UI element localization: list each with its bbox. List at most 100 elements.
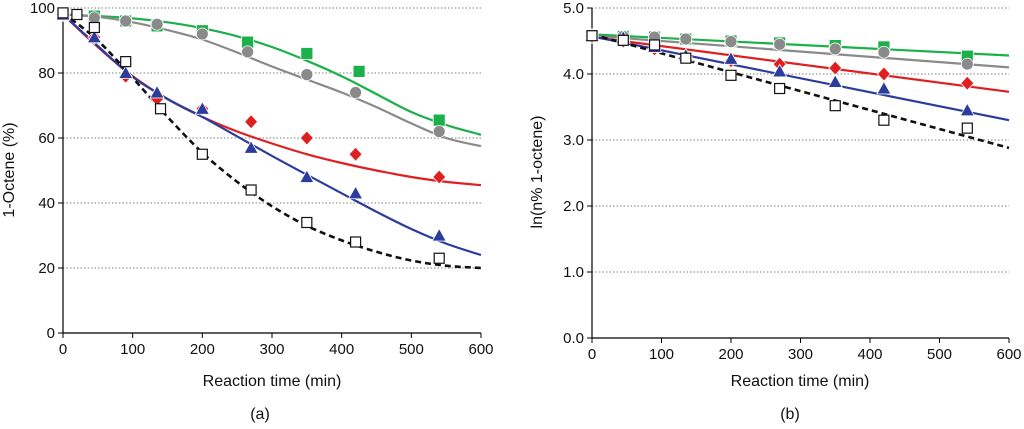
panel-a-data-point [300, 68, 314, 82]
panel-a-fit-lines [62, 11, 482, 270]
panel-a-data-point [432, 125, 446, 138]
panel-b-data-point [680, 52, 692, 64]
panel-a-x-tick-label: 300 [259, 341, 284, 358]
panel-a-x-tick-label: 400 [329, 341, 354, 358]
panel-b-data-point [959, 102, 975, 117]
panel-a-y-label: 1-Octene (%) [1, 122, 18, 217]
panel-a-y-tick-label: 60 [38, 130, 55, 147]
panel-b-data-point [774, 82, 786, 95]
panel-b-gridlines [592, 7, 1009, 273]
panel-a-x-tick-label: 0 [59, 341, 67, 358]
panel-a-data-point [86, 29, 103, 44]
panel-a-y-tick-label: 0 [47, 325, 55, 342]
panel-a-data-point [118, 65, 134, 79]
panel-b-x-label: Reaction time (min) [731, 373, 870, 390]
panel-a-x-tick-label: 500 [399, 341, 424, 358]
panel-a-data-point [433, 252, 445, 264]
panel-a-data-point [88, 21, 100, 34]
panel-b-data-point [828, 42, 842, 56]
panel-a-fit-line [62, 13, 482, 136]
panel-a-x-tick-label: 200 [190, 341, 215, 358]
panel-b-data-point [829, 100, 841, 112]
panel-a-data-point [352, 64, 366, 78]
panel-a-data-point [347, 185, 364, 200]
panel-b-x-tick-label: 100 [649, 346, 674, 363]
panel-a-fit-line [62, 11, 482, 270]
panel-b-ticks: 0.0 1.0 2.0 3.0 4.0 5.0 0 100 200 300 400 500 600 [563, 0, 1021, 363]
panel-a-data-point [241, 45, 255, 59]
panel-a-data-point [299, 130, 314, 146]
panel-a-data-point [71, 8, 83, 21]
panel-b-fit-line [591, 33, 1010, 150]
panel-a-data-point [245, 184, 257, 196]
panel-b-data-point [877, 45, 891, 59]
panel-b-data-point [960, 75, 975, 91]
panel-b-x-tick-label: 600 [996, 346, 1021, 363]
panel-a-data-point [120, 56, 132, 68]
panel-a-data-point [119, 14, 133, 28]
panel-b-x-tick-label: 0 [588, 346, 596, 363]
panel-a-data-point [300, 47, 314, 60]
panel-b-data-point [960, 57, 974, 71]
panel-b-y-tick-label: 0.0 [563, 330, 584, 347]
panel-b-data-point [827, 74, 843, 88]
panel-b-data-point [876, 80, 892, 95]
panel-a-data-point [350, 236, 362, 248]
panel-b: 0.0 1.0 2.0 3.0 4.0 5.0 0 100 200 300 400 500 600 Re… [529, 0, 1022, 423]
panel-a-data-point [432, 113, 446, 127]
panel-a-ticks: 0 20 40 60 80 100 0 100 200 300 400 500 600 [30, 0, 494, 358]
panel-a-fit-line [62, 13, 482, 257]
panel-b-fit-line [591, 35, 1010, 93]
panel-b-x-tick-label: 400 [857, 346, 882, 363]
panel-a-data-point [349, 86, 363, 99]
panel-b-data-point [773, 37, 787, 51]
panel-b-y-tick-label: 5.0 [563, 0, 584, 17]
panel-a-y-tick-label: 20 [38, 260, 55, 277]
panel-b-data-point [723, 51, 739, 65]
panel-a-x-tick-label: 100 [120, 341, 145, 358]
panel-a-data-point [299, 169, 315, 183]
panel-a-fit-line [62, 13, 482, 187]
panel-b-points [584, 27, 975, 134]
panel-a-y-tick-label: 80 [38, 65, 55, 82]
panel-b-fit-line [591, 34, 1010, 69]
panel-b-y-tick-label: 1.0 [563, 264, 584, 281]
panel-a-data-point [432, 169, 447, 185]
panel-b-data-point [724, 35, 738, 49]
panel-b-fit-lines [591, 33, 1010, 150]
panel-b-data-point [828, 60, 843, 76]
panel-b-x-tick-label: 500 [927, 346, 952, 363]
panel-b-y-tick-label: 3.0 [563, 132, 584, 149]
panel-a-data-point [431, 227, 447, 242]
panel-a-data-point [149, 84, 165, 99]
panel-b-data-point [648, 39, 661, 51]
panel-a-data-point [154, 103, 167, 115]
panel-b-data-point [878, 114, 890, 126]
panel-a: 0 20 40 60 80 100 0 100 200 300 400 500 600 Reaction… [1, 0, 494, 423]
panel-a-data-point [194, 100, 211, 115]
panel-b-x-tick-label: 300 [788, 346, 813, 363]
panel-a-data-point [57, 7, 69, 19]
panel-b-y-tick-label: 4.0 [563, 66, 584, 83]
panel-a-data-point [348, 146, 363, 162]
panel-b-y-label: ln(n% 1-octene) [529, 116, 546, 229]
panel-b-y-tick-label: 2.0 [563, 198, 584, 215]
panel-b-data-point [961, 122, 973, 134]
panel-a-data-point [243, 139, 259, 154]
panel-a-data-point [244, 114, 259, 130]
panel-b-data-point [725, 69, 737, 81]
panel-b-data-point [876, 66, 891, 82]
panel-b-data-point [586, 30, 598, 42]
panel-a-label: (a) [250, 406, 270, 423]
panel-a-data-point [301, 216, 313, 229]
panel-b-data-point [617, 34, 629, 46]
panel-b-label: (b) [780, 406, 800, 423]
panel-b-x-tick-label: 200 [718, 346, 743, 363]
panel-b-data-point [679, 32, 693, 46]
panel-a-data-point [195, 27, 209, 41]
panel-b-fit-line [591, 33, 1010, 57]
panel-b-fit-line [591, 35, 1010, 122]
panel-a-data-point [196, 148, 208, 160]
panel-a-fit-line [62, 13, 482, 148]
